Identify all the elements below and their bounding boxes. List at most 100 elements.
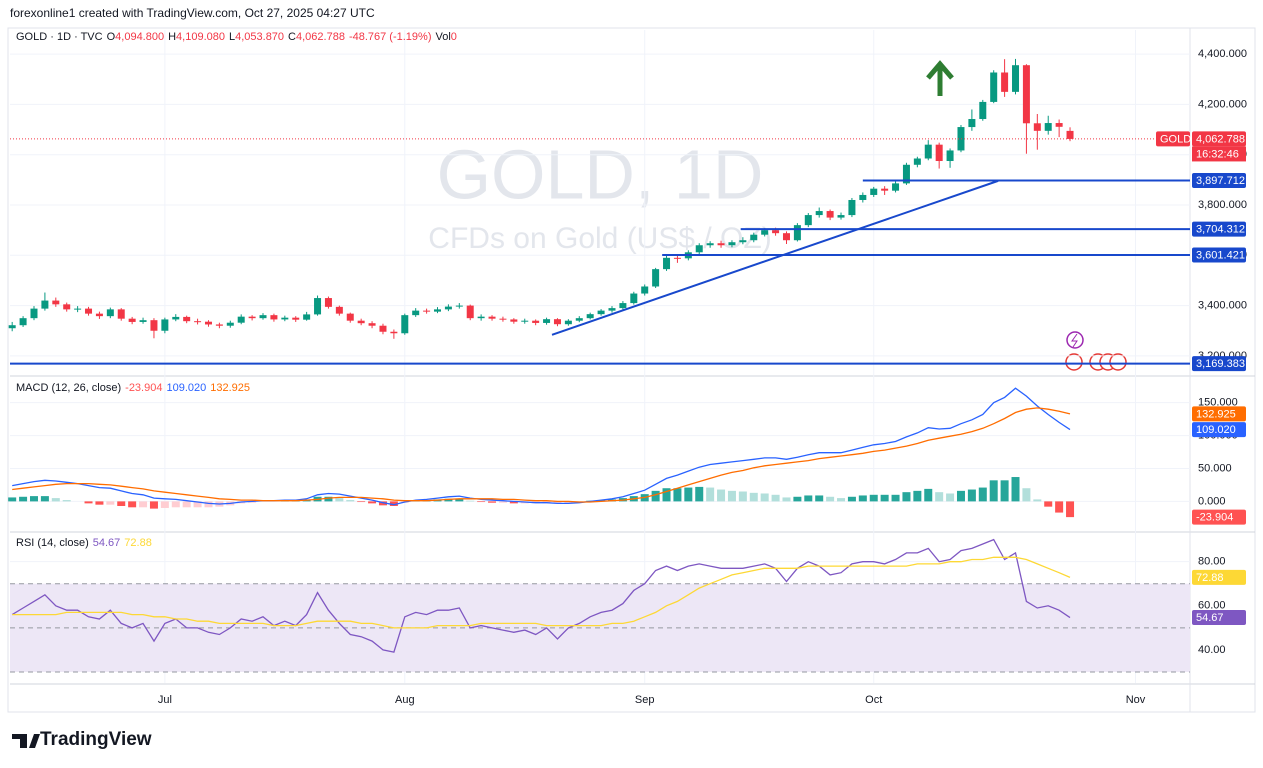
legend-key: L — [228, 31, 236, 43]
candle-body — [990, 72, 998, 102]
price-label-box — [1192, 172, 1246, 188]
candle-body — [128, 318, 136, 322]
price-label: 72.88 — [1196, 572, 1224, 584]
histogram-bar — [139, 501, 148, 508]
candle-body — [63, 304, 71, 310]
legend: MACD (12, 26, close) -23.904 109.020 132.92… — [16, 382, 254, 394]
price-label-box — [1192, 610, 1246, 626]
candle-body — [237, 316, 245, 323]
candle-body — [553, 319, 561, 325]
histogram-bar — [1000, 480, 1009, 502]
histogram-bar — [106, 501, 115, 505]
histogram-bar — [19, 496, 28, 502]
histogram-bar — [1044, 501, 1053, 507]
candle-body — [477, 316, 485, 319]
histogram-bar — [357, 501, 366, 503]
histogram-bar — [1033, 499, 1042, 502]
candle-body — [423, 310, 431, 312]
indicator-line — [11, 538, 1071, 653]
histogram-bar — [128, 501, 137, 508]
histogram-bar — [160, 501, 169, 508]
candle-body — [281, 317, 289, 320]
candle-body — [106, 309, 114, 317]
candle-body — [335, 306, 343, 314]
candle-body — [728, 242, 736, 246]
y-tick-label: 40.00 — [1198, 644, 1226, 656]
footer-logo: TradingView — [40, 729, 152, 750]
histogram-bar — [858, 495, 867, 502]
candle-body — [935, 144, 943, 162]
histogram-bar — [989, 480, 998, 502]
price-label-box — [1192, 221, 1246, 237]
candle-body — [30, 308, 38, 319]
event-icon — [1071, 333, 1078, 348]
histogram-bar — [455, 498, 464, 502]
candle-body — [706, 243, 714, 246]
histogram-bar — [1055, 501, 1064, 513]
price-label: -23.904 — [1196, 512, 1233, 524]
histogram-bar — [727, 490, 736, 502]
x-tick-label: Jul — [158, 694, 172, 706]
candle-body — [259, 315, 267, 319]
price-label: 109.020 — [1196, 424, 1236, 436]
candle-body — [194, 321, 202, 323]
candle-body — [968, 119, 976, 128]
candle-body — [848, 199, 856, 216]
histogram-bar — [967, 489, 976, 502]
histogram-bar — [651, 490, 660, 502]
legend-value: 4,062.788 — [296, 31, 345, 43]
candle-body — [434, 309, 442, 312]
series-value: 109.020 — [166, 382, 207, 394]
candle-body — [444, 306, 452, 310]
candle-body — [510, 319, 518, 322]
candle-body — [543, 319, 551, 323]
histogram-bar — [935, 492, 944, 502]
volume-value: 0 — [450, 31, 457, 43]
price-label: 3,601.421 — [1196, 249, 1245, 261]
event-icon — [1066, 331, 1084, 349]
countdown: 16:32:46 — [1196, 148, 1239, 160]
histogram-bar — [477, 501, 486, 503]
indicator-title: MACD (12, 26, close) — [16, 382, 122, 394]
histogram-bar — [193, 501, 202, 508]
histogram-value: -23.904 — [125, 382, 163, 394]
legend-value: 4,109.080 — [176, 31, 225, 43]
candle-body — [1044, 123, 1052, 131]
candle-body — [761, 230, 769, 235]
legend-key: C — [288, 31, 296, 43]
histogram-bar — [837, 498, 846, 502]
candle-body — [172, 316, 180, 320]
candle-body — [324, 298, 332, 307]
candle-body — [357, 320, 365, 324]
candle-body — [85, 308, 93, 314]
x-tick-label: Sep — [635, 694, 655, 706]
price-label: 3,169.383 — [1196, 358, 1245, 370]
price-label-box — [1156, 131, 1190, 147]
candle-body — [641, 286, 649, 294]
price-label: 54.67 — [1196, 612, 1224, 624]
candle-body — [782, 233, 790, 241]
legend-key: O — [106, 31, 116, 43]
header-text: forexonline1 created with TradingView.co… — [10, 6, 375, 20]
histogram-bar — [880, 494, 889, 502]
candle-body — [303, 314, 311, 320]
candle-body — [946, 150, 954, 162]
histogram-bar — [771, 494, 780, 502]
candle-body — [19, 318, 27, 326]
volume-key: Vol — [435, 31, 451, 43]
candle-body — [270, 315, 278, 320]
symbol: GOLD · 1D · TVC — [16, 31, 103, 43]
histogram-bar — [1022, 488, 1031, 502]
candle-body — [902, 164, 910, 184]
histogram-bar — [815, 495, 824, 502]
candle-body — [150, 320, 158, 331]
histogram-bar — [902, 492, 911, 502]
x-tick-label: Nov — [1126, 694, 1146, 706]
candle-body — [1055, 123, 1063, 127]
histogram-bar — [978, 487, 987, 502]
candle-body — [368, 323, 376, 326]
candle-body — [793, 225, 801, 241]
candle-body — [52, 300, 60, 305]
histogram-bar — [924, 488, 933, 502]
